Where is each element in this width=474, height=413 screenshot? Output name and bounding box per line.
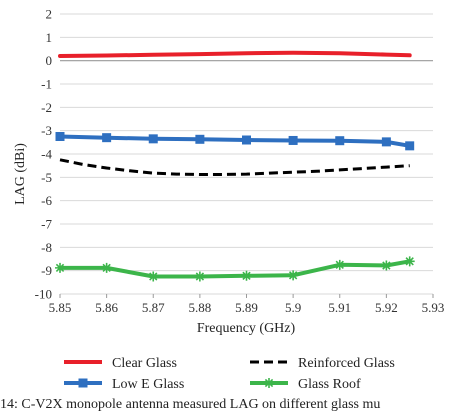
y-tick-label: -3: [41, 123, 52, 138]
legend-entry-clear-glass: Clear Glass: [64, 356, 177, 371]
figure-caption: 14: C-V2X monopole antenna measured LAG …: [0, 397, 381, 412]
x-tick-label: 5.89: [235, 300, 258, 315]
data-point-low-e-glass: [288, 135, 298, 145]
series-line-low-e-glass: [58, 134, 412, 148]
y-axis-title: LAG (dBi): [13, 143, 28, 205]
series-layer: [55, 50, 415, 282]
series-clear-glass: [58, 50, 412, 58]
data-point-low-e-glass: [381, 137, 391, 147]
x-tick-label: 5.87: [142, 300, 165, 315]
series-glass-roof: [55, 256, 415, 282]
data-point-glass-roof: [241, 270, 252, 281]
y-tick-label: 0: [46, 53, 53, 68]
data-point-low-e-glass: [405, 141, 415, 151]
data-point-low-e-glass: [195, 134, 205, 144]
legend-label-reinforced-glass: Reinforced Glass: [298, 356, 395, 371]
y-tick-label: -6: [41, 193, 52, 208]
series-line-glass-roof: [58, 259, 412, 279]
data-point-low-e-glass: [55, 132, 65, 141]
legend: Clear Glass Reinforced Glass Low E Glass Gl…: [64, 356, 395, 392]
y-tick-label: -9: [41, 263, 52, 278]
legend-label-clear-glass: Clear Glass: [112, 356, 177, 371]
series-line-reinforced-glass: [59, 158, 410, 176]
y-tick-label: -4: [41, 147, 52, 162]
y-tick-label: -2: [41, 100, 52, 115]
legend-entry-reinforced-glass: Reinforced Glass: [250, 356, 395, 371]
legend-label-low-e-glass: Low E Glass: [112, 377, 184, 392]
y-tick-label: -7: [41, 217, 52, 232]
x-tick-label: 5.93: [422, 300, 445, 315]
x-tick-label: 5.9: [285, 300, 301, 315]
x-axis-title: Frequency (GHz): [197, 321, 296, 336]
data-point-low-e-glass: [242, 135, 251, 145]
x-tick-label: 5.86: [95, 300, 118, 315]
x-tick-label: 5.88: [189, 300, 212, 315]
legend-entry-glass-roof: Glass Roof: [250, 377, 361, 392]
series-low-e-glass: [55, 132, 415, 151]
y-tick-label: -8: [41, 240, 52, 255]
data-point-glass-roof: [288, 270, 299, 281]
x-tick-label: 5.85: [49, 300, 72, 315]
y-tick-label: 2: [46, 7, 53, 22]
data-point-low-e-glass: [148, 134, 158, 144]
y-tick-label: -5: [41, 170, 52, 185]
data-point-glass-roof: [404, 256, 415, 267]
data-point-glass-roof: [101, 262, 112, 273]
x-tick-label: 5.91: [328, 300, 351, 315]
legend-marker-low-e-glass: [78, 378, 88, 388]
legend-marker-glass-roof: [264, 378, 274, 388]
data-point-glass-roof: [334, 259, 345, 270]
y-tick-label: -10: [35, 287, 52, 302]
series-line-clear-glass: [58, 50, 412, 58]
x-tick-label: 5.92: [375, 300, 398, 315]
x-axis-ticks: 5.85 5.86 5.87 5.88 5.89 5.9 5.91 5.92 5.93: [49, 294, 445, 315]
data-point-low-e-glass: [335, 136, 345, 146]
y-tick-label: -1: [41, 77, 52, 92]
legend-entry-low-e-glass: Low E Glass: [64, 377, 184, 392]
data-point-glass-roof: [55, 262, 65, 273]
y-tick-label: 1: [46, 30, 53, 45]
series-reinforced-glass: [59, 158, 410, 176]
legend-label-glass-roof: Glass Roof: [298, 377, 361, 392]
data-point-low-e-glass: [102, 133, 112, 143]
data-point-glass-roof: [148, 271, 159, 282]
y-axis-ticks: 2 1 0 -1 -2 -3 -4 -5 -6 -7 -8 -9 -10: [35, 7, 53, 302]
data-point-glass-roof: [381, 260, 392, 271]
data-point-glass-roof: [194, 271, 205, 282]
